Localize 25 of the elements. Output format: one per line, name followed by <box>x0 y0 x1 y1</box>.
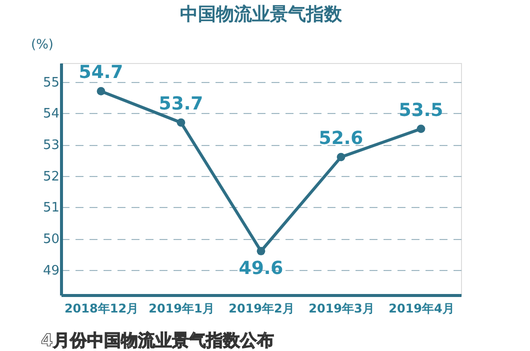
y-axis-title: (%) <box>31 38 54 52</box>
text: 4月份中国物流业景气指数公布 <box>41 331 274 351</box>
x-tick-label: 2019年3月 <box>308 302 374 316</box>
x-tick-label: 2019年2月 <box>228 302 294 316</box>
y-tick-label: 53 <box>42 138 60 154</box>
point <box>176 118 186 127</box>
chart-title: 中国物流业景气指数 <box>180 4 343 25</box>
x-tick-label: 2018年12月 <box>64 302 139 316</box>
point <box>256 246 266 256</box>
x-tick-label: 2019年1月 <box>148 302 214 316</box>
y-tick-label: 49 <box>42 263 60 278</box>
point <box>336 152 346 162</box>
data-label: 54.7 <box>78 62 124 84</box>
data-label: 53.7 <box>158 94 204 115</box>
data-label: 49.6 <box>238 258 284 280</box>
y-tick-label: 55 <box>42 75 60 90</box>
point <box>96 87 106 96</box>
data-label: 52.6 <box>318 128 364 150</box>
y-tick-label: 54 <box>42 106 60 122</box>
y-tick-label: 51 <box>42 200 60 216</box>
data-label: 53.5 <box>398 100 444 121</box>
y-tick-label: 52 <box>42 169 60 184</box>
point <box>416 124 426 134</box>
y-tick-label: 50 <box>42 232 60 248</box>
x-tick-label: 2019年4月 <box>388 302 454 316</box>
